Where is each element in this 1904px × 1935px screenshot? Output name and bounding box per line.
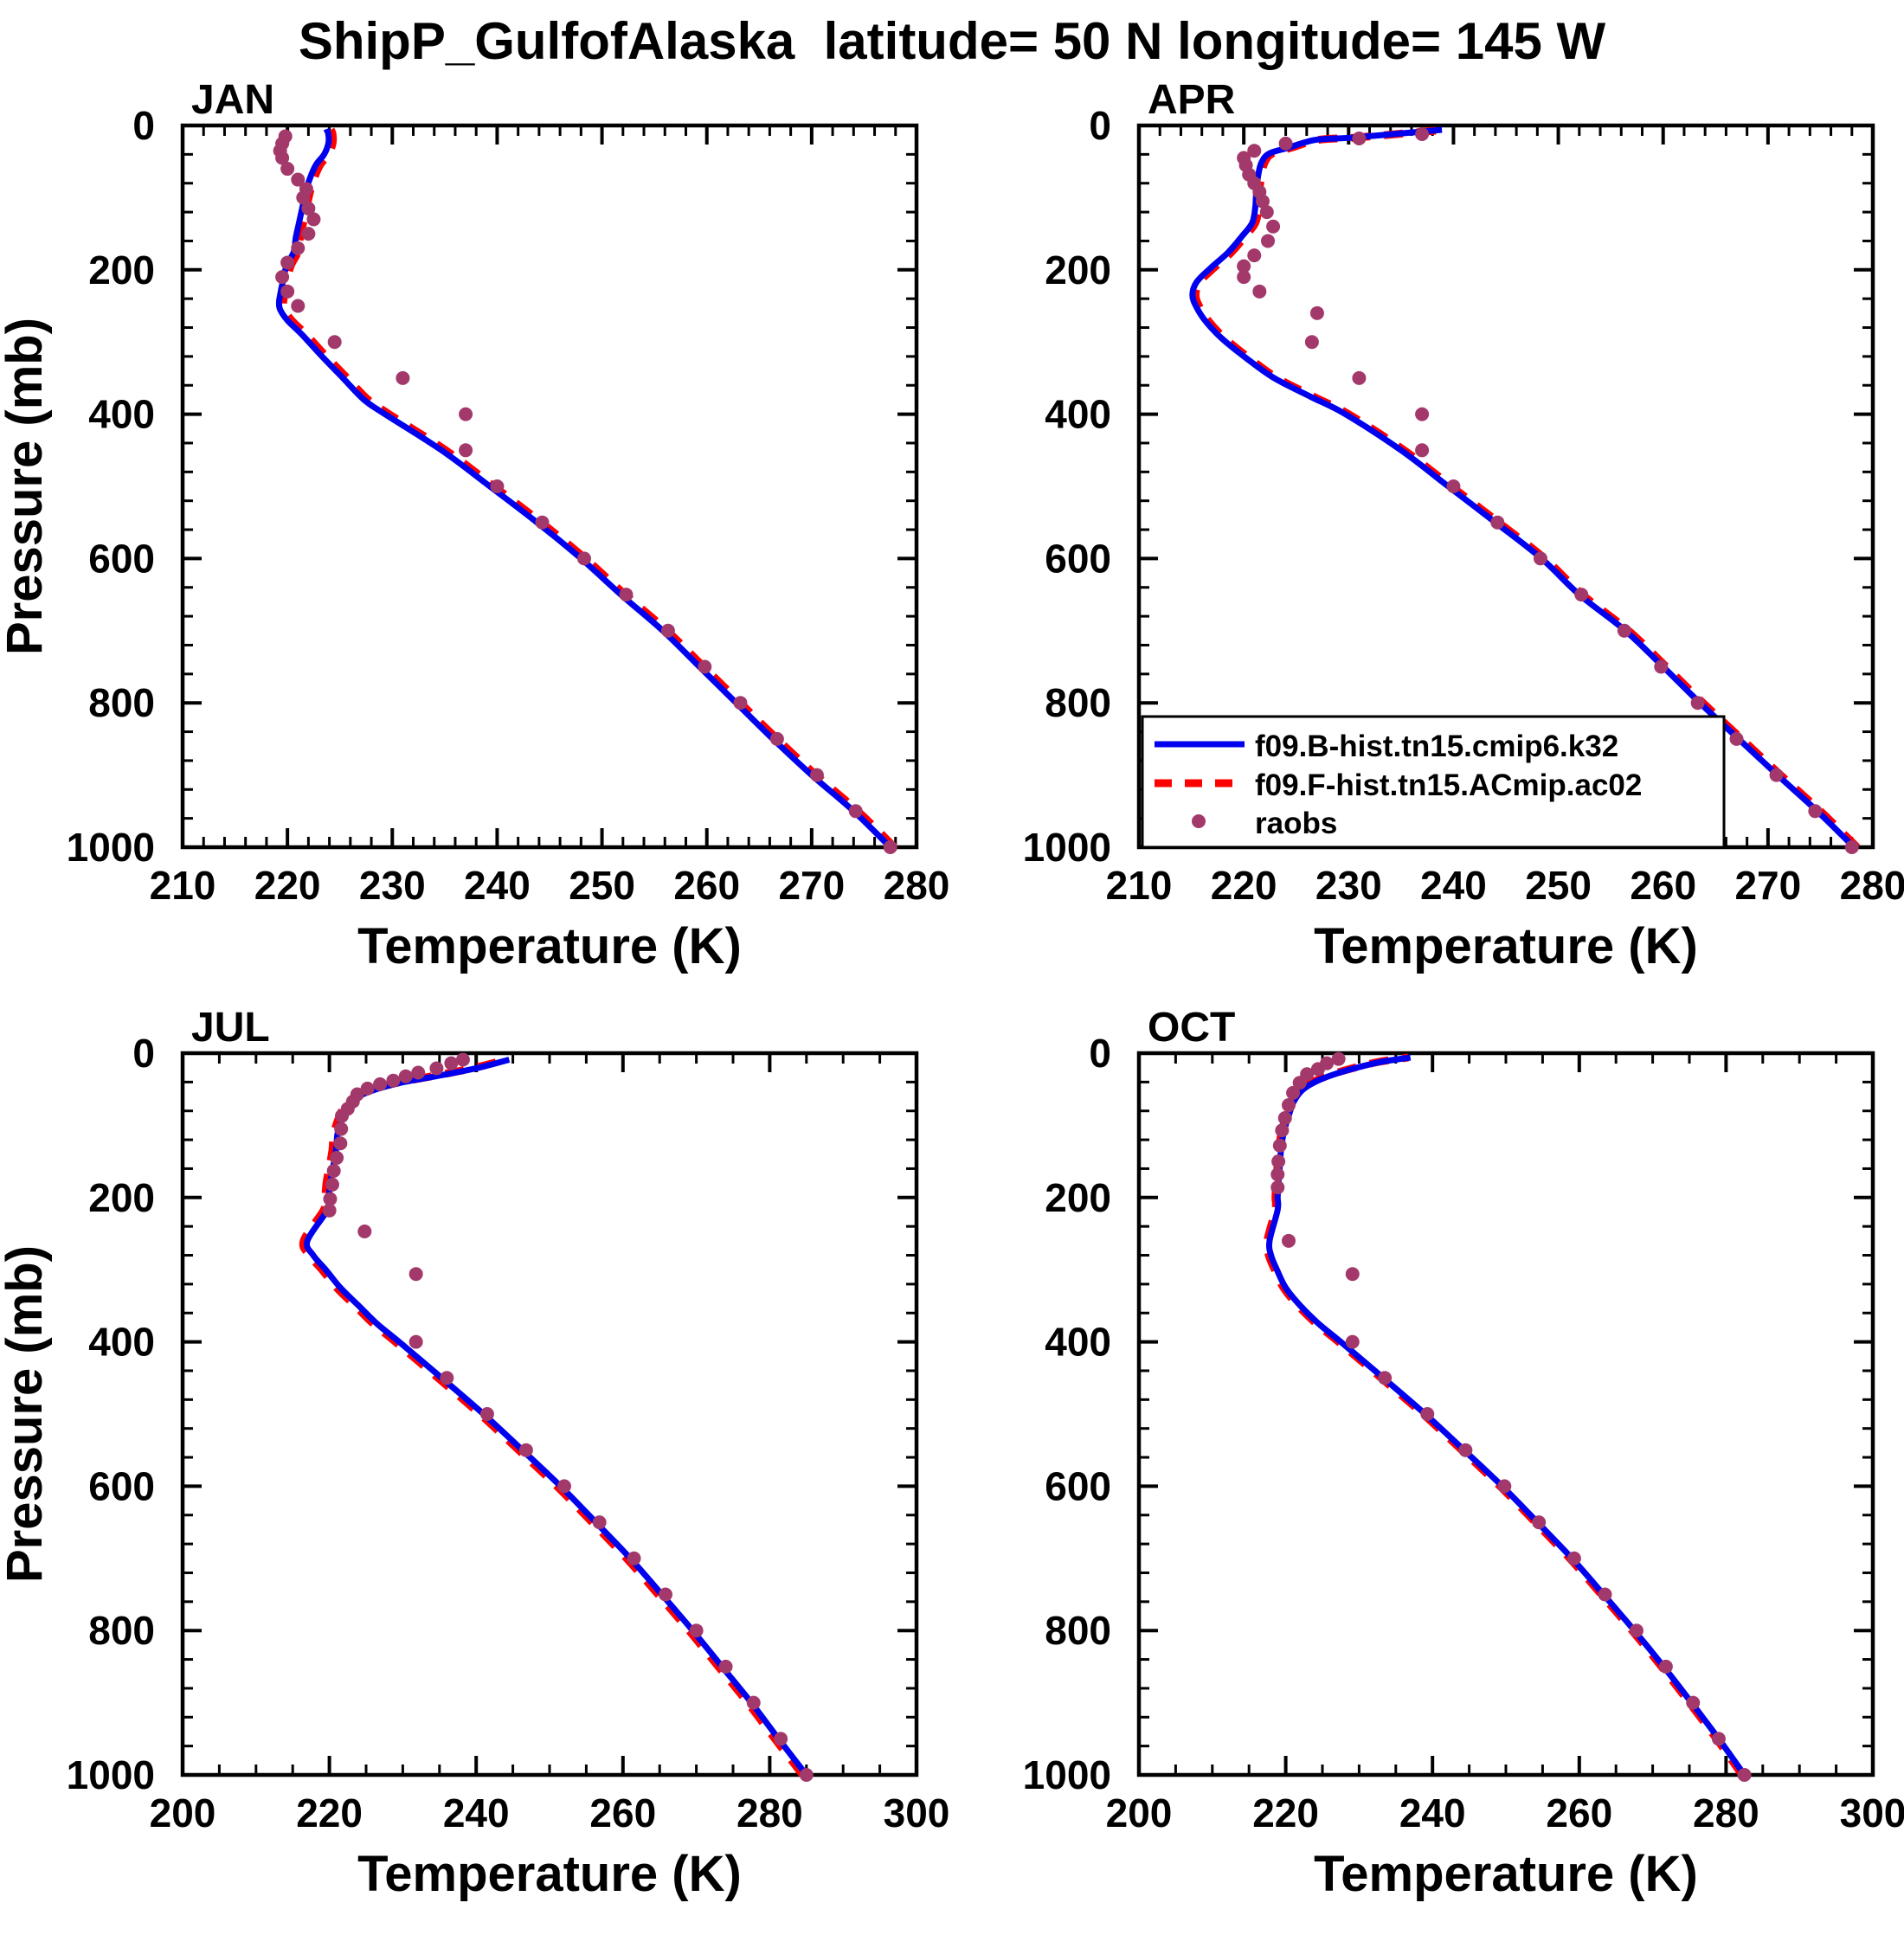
svg-text:Temperature (K): Temperature (K) <box>357 918 742 974</box>
svg-text:400: 400 <box>88 392 155 437</box>
svg-text:0: 0 <box>1089 1031 1111 1076</box>
svg-text:Temperature (K): Temperature (K) <box>1314 1846 1698 1902</box>
svg-text:250: 250 <box>1525 863 1592 908</box>
svg-text:0: 0 <box>132 1031 155 1076</box>
svg-text:260: 260 <box>673 863 740 908</box>
svg-text:400: 400 <box>1045 392 1111 437</box>
svg-text:800: 800 <box>1045 680 1111 725</box>
svg-text:220: 220 <box>1211 863 1277 908</box>
svg-text:240: 240 <box>464 863 531 908</box>
svg-text:280: 280 <box>1693 1790 1759 1835</box>
svg-text:f09.B-hist.tn15.cmip6.k32: f09.B-hist.tn15.cmip6.k32 <box>1255 730 1618 763</box>
svg-text:280: 280 <box>1840 863 1904 908</box>
svg-text:200: 200 <box>88 1175 155 1220</box>
svg-text:1000: 1000 <box>1023 825 1111 870</box>
svg-text:240: 240 <box>1420 863 1487 908</box>
svg-text:210: 210 <box>150 863 216 908</box>
svg-text:260: 260 <box>1630 863 1696 908</box>
svg-text:600: 600 <box>1045 536 1111 581</box>
svg-text:280: 280 <box>737 1790 803 1835</box>
svg-text:f09.F-hist.tn15.ACmip.ac02: f09.F-hist.tn15.ACmip.ac02 <box>1255 768 1642 802</box>
svg-text:220: 220 <box>296 1790 363 1835</box>
svg-text:1000: 1000 <box>67 825 155 870</box>
svg-text:OCT: OCT <box>1148 1005 1235 1051</box>
svg-text:200: 200 <box>1045 248 1111 292</box>
svg-text:250: 250 <box>569 863 635 908</box>
svg-text:Pressure (mb): Pressure (mb) <box>0 1245 53 1583</box>
svg-text:1000: 1000 <box>67 1752 155 1797</box>
svg-text:210: 210 <box>1106 863 1173 908</box>
svg-text:Pressure (mb): Pressure (mb) <box>0 318 53 655</box>
svg-text:1000: 1000 <box>1023 1752 1111 1797</box>
svg-text:600: 600 <box>88 536 155 581</box>
svg-text:220: 220 <box>254 863 321 908</box>
svg-text:300: 300 <box>884 1790 950 1835</box>
svg-text:800: 800 <box>1045 1608 1111 1653</box>
svg-text:260: 260 <box>1546 1790 1612 1835</box>
svg-text:270: 270 <box>778 863 845 908</box>
svg-text:0: 0 <box>132 103 155 148</box>
svg-text:200: 200 <box>1045 1175 1111 1220</box>
svg-text:JAN: JAN <box>191 77 274 123</box>
svg-text:300: 300 <box>1840 1790 1904 1835</box>
svg-text:0: 0 <box>1089 103 1111 148</box>
svg-text:Temperature (K): Temperature (K) <box>1314 918 1698 974</box>
svg-text:600: 600 <box>1045 1463 1111 1508</box>
svg-text:200: 200 <box>150 1790 216 1835</box>
svg-text:800: 800 <box>88 1608 155 1653</box>
svg-text:270: 270 <box>1734 863 1801 908</box>
svg-text:230: 230 <box>359 863 426 908</box>
svg-text:400: 400 <box>88 1320 155 1365</box>
svg-text:240: 240 <box>1399 1790 1466 1835</box>
svg-text:220: 220 <box>1252 1790 1319 1835</box>
svg-text:Temperature (K): Temperature (K) <box>357 1846 742 1902</box>
svg-text:260: 260 <box>589 1790 656 1835</box>
svg-text:400: 400 <box>1045 1320 1111 1365</box>
svg-text:JUL: JUL <box>191 1005 270 1051</box>
svg-text:240: 240 <box>443 1790 510 1835</box>
svg-text:280: 280 <box>884 863 950 908</box>
svg-text:ShipP_GulfofAlaska latitude=: ShipP_GulfofAlaska latitude= 50 N longit… <box>299 12 1606 70</box>
svg-text:APR: APR <box>1148 77 1235 123</box>
svg-text:800: 800 <box>88 680 155 725</box>
svg-text:230: 230 <box>1315 863 1382 908</box>
svg-text:200: 200 <box>1106 1790 1173 1835</box>
svg-text:600: 600 <box>88 1463 155 1508</box>
svg-text:200: 200 <box>88 248 155 292</box>
svg-text:raobs: raobs <box>1255 807 1337 840</box>
